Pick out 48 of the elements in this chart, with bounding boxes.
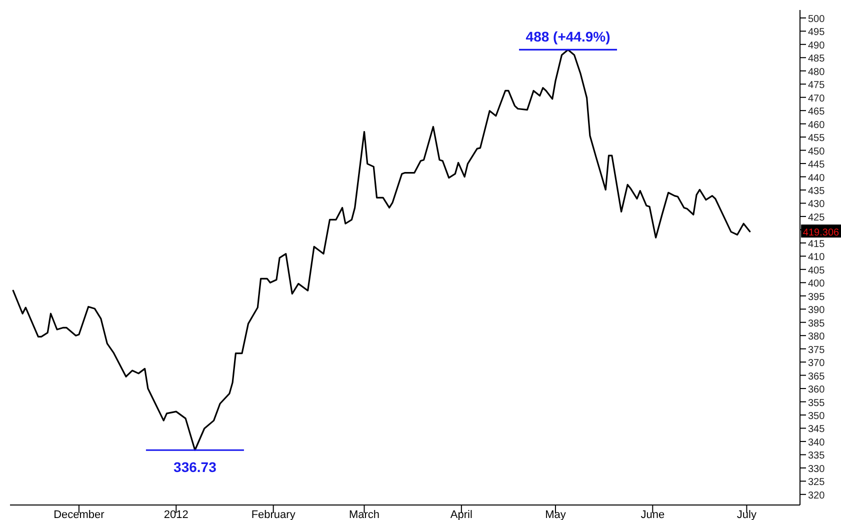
text: 419.306 xyxy=(802,228,840,239)
x-tick-label: March xyxy=(348,509,380,520)
y-tick-label: 450 xyxy=(808,146,826,158)
y-tick-label: 405 xyxy=(808,265,826,276)
y-tick-label: 390 xyxy=(808,305,826,316)
y-tick-label: 365 xyxy=(808,371,826,382)
y-tick-label: 330 xyxy=(808,464,826,475)
y-tick-label: 380 xyxy=(808,332,826,343)
x-tick-label: 2012 xyxy=(164,509,188,520)
x-tick-label: July xyxy=(736,509,757,520)
x-tick-label: June xyxy=(640,509,665,520)
x-tick-label: February xyxy=(251,509,296,520)
y-tick-label: 495 xyxy=(808,27,826,38)
y-tick-label: 475 xyxy=(808,80,826,92)
y-tick-label: 455 xyxy=(808,133,826,144)
y-tick-label: 350 xyxy=(808,411,826,422)
y-tick-label: 485 xyxy=(808,54,826,65)
y-tick-label: 400 xyxy=(808,278,826,290)
y-tick-label: 325 xyxy=(808,477,826,488)
y-tick-label: 320 xyxy=(808,490,826,502)
y-tick-label: 360 xyxy=(808,384,826,396)
line-series xyxy=(12,48,751,451)
y-tick-label: 440 xyxy=(808,172,826,184)
y-tick-label: 340 xyxy=(808,437,826,448)
x-tick-label: May xyxy=(545,509,566,520)
y-tick-label: 345 xyxy=(808,424,826,436)
y-tick-label: 425 xyxy=(808,212,826,224)
y-tick-label: 465 xyxy=(808,106,826,118)
y-tick-label: 435 xyxy=(808,186,826,197)
y-tick-label: 370 xyxy=(808,358,826,370)
y-tick-label: 490 xyxy=(808,40,826,52)
y-tick-label: 375 xyxy=(808,344,826,356)
y-tick-label: 460 xyxy=(808,120,826,131)
x-tick-label: April xyxy=(450,509,472,520)
y-tick-label: 480 xyxy=(808,66,826,78)
y-tick-label: 500 xyxy=(808,14,826,25)
y-tick-label: 395 xyxy=(808,292,826,303)
annotation: 488 (+44.9%) xyxy=(526,28,610,45)
annotation: 336.73 xyxy=(174,459,217,476)
y-tick-label: 355 xyxy=(808,398,826,409)
y-tick-label: 385 xyxy=(808,318,826,330)
y-tick-label: 410 xyxy=(808,252,826,264)
y-tick-label: 470 xyxy=(808,93,826,104)
y-tick-label: 415 xyxy=(808,238,826,250)
x-tick-label: December xyxy=(54,509,105,520)
y-tick-label: 430 xyxy=(808,199,826,210)
y-tick-label: 335 xyxy=(808,450,826,462)
y-tick-label: 445 xyxy=(808,160,826,171)
